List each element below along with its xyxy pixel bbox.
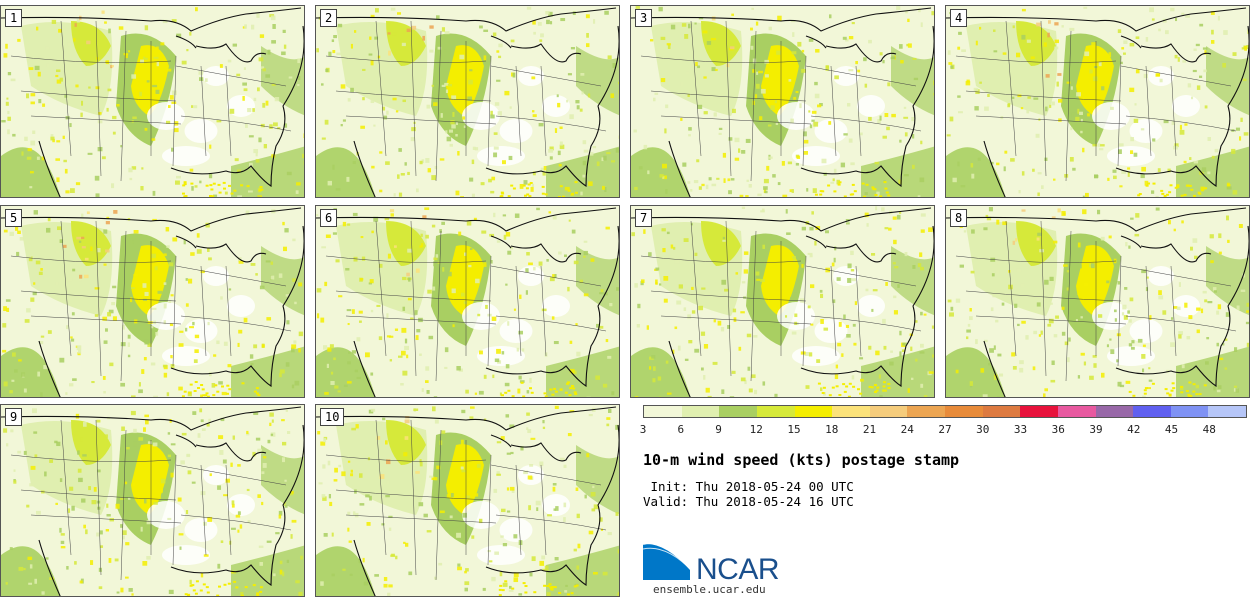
colorbar-swatch-13 (1133, 406, 1171, 417)
colorbar-tick-36: 36 (1051, 423, 1065, 436)
member-number-label: 10 (320, 408, 345, 426)
colorbar-tick-42: 42 (1127, 423, 1141, 436)
member-number-label: 1 (5, 9, 23, 27)
colorbar-tick-12: 12 (749, 423, 763, 436)
ensemble-member-panel-5[interactable]: 5 (0, 205, 305, 398)
member-number-label: 6 (320, 209, 338, 227)
member-number-label: 5 (5, 209, 23, 227)
ensemble-member-panel-10[interactable]: 10 (315, 404, 620, 597)
ncar-logo-text: NCAR (696, 553, 779, 584)
ncar-logo: NCAR (643, 542, 780, 584)
colorbar-swatch-11 (1057, 406, 1096, 417)
wind-speed-map (946, 6, 1249, 197)
colorbar-tick-30: 30 (976, 423, 990, 436)
colorbar-swatch-12 (1095, 406, 1134, 417)
member-number-label: 4 (950, 9, 968, 27)
ncar-swoosh-icon (643, 543, 690, 580)
colorbar-tick-27: 27 (938, 423, 952, 436)
colorbar-tick-15: 15 (787, 423, 801, 436)
website-link[interactable]: ensemble.ucar.edu (653, 583, 766, 596)
valid-time: Valid: Thu 2018-05-24 16 UTC (643, 494, 854, 509)
ensemble-member-panel-8[interactable]: 8 (945, 205, 1250, 398)
wind-speed-map (1, 405, 304, 596)
ensemble-member-panel-4[interactable]: 4 (945, 5, 1250, 198)
colorbar-tick-labels: 3 6 9 12 15 18 21 24 27 30 33 36 39 42 45 48 (639, 423, 1247, 437)
wind-speed-map (316, 405, 619, 596)
colorbar-swatch-6 (869, 406, 908, 417)
init-time: Init: Thu 2018-05-24 00 UTC (643, 479, 854, 494)
wind-speed-map (1, 6, 304, 197)
wind-speed-map (1, 206, 304, 397)
colorbar-swatch-8 (945, 406, 983, 417)
ensemble-member-panel-1[interactable]: 1 (0, 5, 305, 198)
colorbar-swatch-14 (1170, 406, 1209, 417)
colorbar-tick-18: 18 (825, 423, 839, 436)
colorbar-swatch-3 (756, 406, 795, 417)
ensemble-member-panel-3[interactable]: 3 (630, 5, 935, 198)
colorbar-tick-45: 45 (1164, 423, 1179, 436)
member-number-label: 7 (635, 209, 653, 227)
plot-title: 10-m wind speed (kts) postage stamp (643, 451, 960, 469)
member-number-label: 8 (950, 209, 968, 227)
colorbar-tick-24: 24 (900, 423, 914, 436)
colorbar-swatch-9 (982, 406, 1021, 417)
wind-speed-map (946, 206, 1249, 397)
colorbar-tick-21: 21 (862, 423, 877, 436)
wind-speed-map (316, 206, 619, 397)
ensemble-member-panel-7[interactable]: 7 (630, 205, 935, 398)
colorbar-tick-33: 33 (1013, 423, 1028, 436)
ensemble-member-panel-2[interactable]: 2 (315, 5, 620, 198)
colorbar-swatch-1 (681, 406, 720, 417)
ensemble-member-panel-9[interactable]: 9 (0, 404, 305, 597)
member-number-label: 3 (635, 9, 653, 27)
ensemble-member-panel-6[interactable]: 6 (315, 205, 620, 398)
colorbar-tick-3: 3 (639, 423, 647, 436)
colorbar-swatch-2 (719, 406, 757, 417)
member-number-label: 9 (5, 408, 23, 426)
colorbar-tick-39: 39 (1089, 423, 1103, 436)
colorbar-tick-6: 6 (677, 423, 685, 436)
colorbar-swatch-10 (1020, 406, 1058, 417)
colorbar-swatch-5 (832, 406, 870, 417)
wind-speed-colorbar (643, 405, 1247, 418)
member-number-label: 2 (320, 9, 338, 27)
colorbar-swatch-0 (644, 406, 682, 417)
wind-speed-map (631, 206, 934, 397)
wind-speed-map (316, 6, 619, 197)
colorbar-tick-48: 48 (1202, 423, 1216, 436)
colorbar-swatch-15 (1208, 406, 1246, 417)
colorbar-swatch-7 (907, 406, 945, 417)
wind-speed-map (631, 6, 934, 197)
colorbar-tick-9: 9 (715, 423, 722, 436)
colorbar-swatch-4 (794, 406, 833, 417)
